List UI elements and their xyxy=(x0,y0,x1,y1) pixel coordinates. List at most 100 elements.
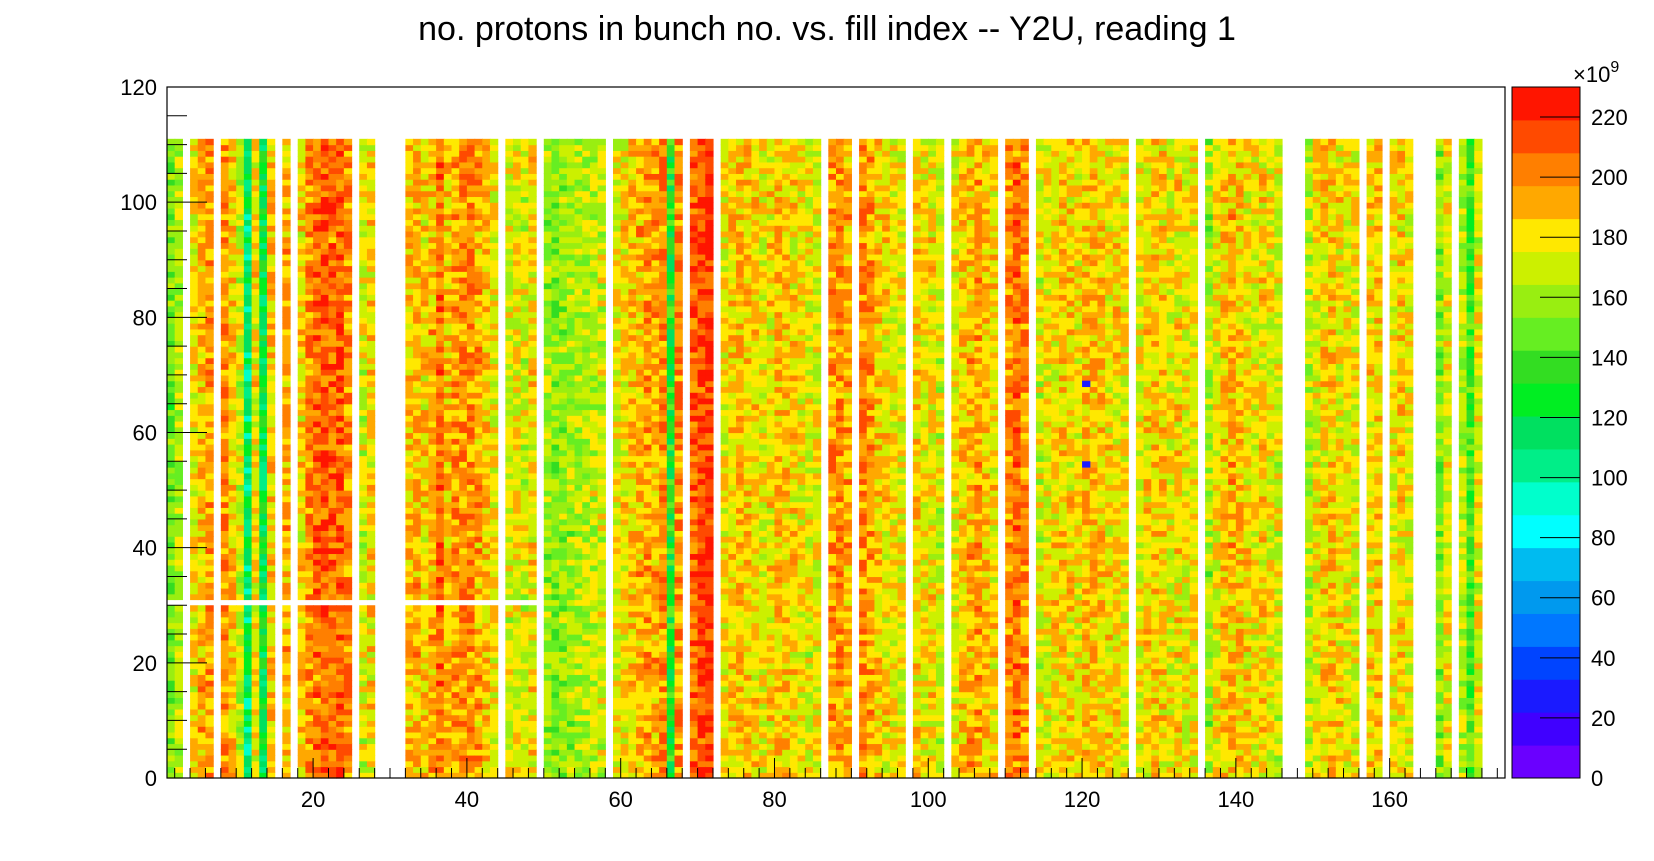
heatmap-cell xyxy=(197,668,207,675)
heatmap-cell xyxy=(513,300,522,307)
heatmap-cell xyxy=(459,420,468,428)
heatmap-cell xyxy=(297,213,307,221)
heatmap-cell xyxy=(266,409,276,416)
heatmap-cell xyxy=(451,513,460,520)
heatmap-cell xyxy=(190,444,199,451)
heatmap-cell xyxy=(513,547,522,555)
heatmap-cell xyxy=(259,576,268,583)
heatmap-cell xyxy=(243,564,253,572)
heatmap-cell xyxy=(566,380,576,388)
heatmap-cell xyxy=(436,403,445,411)
heatmap-cell xyxy=(551,726,560,733)
heatmap-cell xyxy=(190,202,199,209)
heatmap-cell xyxy=(220,403,230,411)
heatmap-cell xyxy=(305,444,314,451)
heatmap-cell xyxy=(443,685,453,693)
heatmap-cell xyxy=(266,167,276,174)
heatmap-cell xyxy=(520,668,530,675)
heatmap-cell xyxy=(197,467,207,474)
heatmap-cell xyxy=(220,380,230,388)
heatmap-cell xyxy=(190,288,199,295)
heatmap-cell xyxy=(313,703,322,710)
heatmap-cell xyxy=(328,357,337,364)
heatmap-cell xyxy=(266,518,276,526)
heatmap-cell xyxy=(205,639,214,647)
heatmap-cell xyxy=(359,397,368,405)
heatmap-cell xyxy=(259,645,268,652)
heatmap-cell xyxy=(566,587,576,595)
heatmap-cell xyxy=(443,507,453,514)
heatmap-cell xyxy=(543,346,553,353)
heatmap-cell xyxy=(259,524,268,531)
heatmap-cell xyxy=(305,622,314,629)
heatmap-cell xyxy=(205,202,214,209)
heatmap-cell xyxy=(459,680,468,687)
fill-column-10 xyxy=(236,138,245,779)
heatmap-cell xyxy=(589,219,599,226)
heatmap-cell xyxy=(420,639,430,647)
heatmap-cell xyxy=(366,397,376,405)
heatmap-cell xyxy=(505,616,514,624)
heatmap-cell xyxy=(582,657,591,664)
heatmap-cell xyxy=(167,680,176,687)
heatmap-cell xyxy=(582,582,591,589)
heatmap-cell xyxy=(305,334,314,341)
heatmap-cell xyxy=(589,248,599,255)
heatmap-cell xyxy=(266,726,276,733)
heatmap-cell xyxy=(451,328,460,336)
heatmap-cell xyxy=(451,737,460,745)
heatmap-cell xyxy=(359,357,368,364)
heatmap-cell xyxy=(582,179,591,186)
heatmap-cell xyxy=(197,772,207,779)
heatmap-cell xyxy=(451,616,460,624)
heatmap-cell xyxy=(574,593,583,601)
heatmap-cell xyxy=(405,380,414,388)
heatmap-cell xyxy=(336,605,345,612)
heatmap-cell xyxy=(489,311,499,318)
heatmap-cell xyxy=(505,202,514,209)
heatmap-cell xyxy=(559,455,568,462)
heatmap-cell xyxy=(220,708,230,716)
heatmap-cell xyxy=(559,242,568,249)
heatmap-cell xyxy=(236,173,245,180)
heatmap-cell xyxy=(251,726,260,733)
heatmap-cell xyxy=(428,219,437,226)
heatmap-cell xyxy=(466,662,476,670)
heatmap-cell xyxy=(259,720,268,727)
heatmap-cell xyxy=(174,213,183,221)
heatmap-cell xyxy=(566,253,576,261)
heatmap-cell xyxy=(282,743,291,750)
heatmap-cell xyxy=(482,213,491,221)
heatmap-cell xyxy=(228,513,237,520)
heatmap-cell xyxy=(336,190,345,198)
heatmap-cell xyxy=(328,225,337,232)
heatmap-cell xyxy=(336,265,345,272)
fill-column-34 xyxy=(420,138,430,779)
heatmap-cell xyxy=(320,582,330,589)
heatmap-cell xyxy=(343,472,353,480)
heatmap-cell xyxy=(313,346,322,353)
heatmap-cell xyxy=(305,409,314,416)
heatmap-cell xyxy=(282,363,291,370)
heatmap-cell xyxy=(482,305,491,313)
heatmap-cell xyxy=(297,420,307,428)
heatmap-cell xyxy=(513,397,522,405)
heatmap-cell xyxy=(582,720,591,727)
heatmap-cell xyxy=(413,409,422,416)
heatmap-cell xyxy=(190,576,199,583)
heatmap-cell xyxy=(543,161,553,169)
heatmap-cell xyxy=(228,645,237,652)
heatmap-cell xyxy=(466,703,476,710)
heatmap-cell xyxy=(405,467,414,474)
heatmap-cell xyxy=(451,300,460,307)
heatmap-cell xyxy=(405,230,414,238)
heatmap-cell xyxy=(190,357,199,364)
heatmap-cell xyxy=(482,277,491,284)
heatmap-cell xyxy=(243,726,253,733)
heatmap-cell xyxy=(420,714,430,722)
heatmap-cell xyxy=(190,351,199,359)
heatmap-cell xyxy=(328,668,337,675)
heatmap-cell xyxy=(197,300,207,307)
heatmap-cell xyxy=(259,300,268,307)
heatmap-cell xyxy=(574,455,583,462)
